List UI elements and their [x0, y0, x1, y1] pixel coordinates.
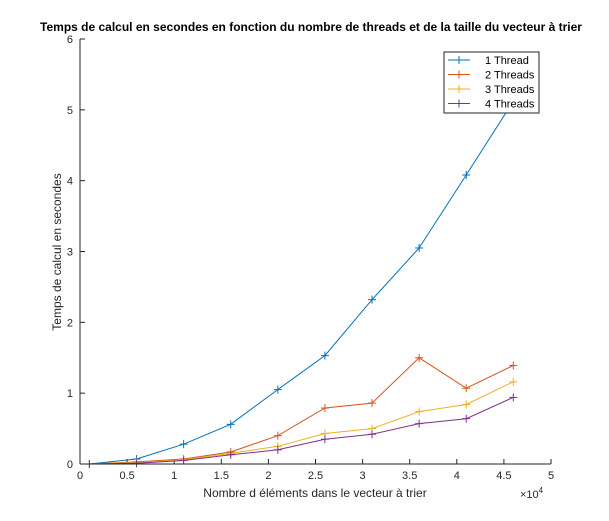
chart-title: Temps de calcul en secondes en fonction …: [40, 20, 582, 34]
data-point: [368, 430, 377, 439]
data-point: [226, 450, 235, 459]
data-point: [462, 400, 471, 409]
series-line: [89, 101, 514, 465]
legend-label: 2 Threads: [485, 70, 535, 82]
legend-label: 1 Thread: [485, 55, 529, 67]
data-point: [320, 351, 329, 360]
x-exponent-base: ×10: [520, 489, 539, 501]
data-point: [179, 440, 188, 449]
data-point: [368, 399, 377, 408]
y-tick-label: 6: [67, 34, 73, 46]
data-point: [415, 353, 424, 362]
x-tick-label: 0.5: [119, 470, 134, 482]
y-tick-label: 3: [67, 247, 73, 259]
data-point: [273, 445, 282, 454]
y-tick-label: 4: [67, 176, 73, 188]
data-point: [415, 419, 424, 428]
series-line: [89, 357, 514, 465]
data-point: [462, 171, 471, 179]
x-axis-title: Nombre d éléments dans le vecteur à trie…: [203, 486, 426, 500]
y-tick-label: 1: [67, 388, 73, 400]
data-point: [415, 243, 424, 252]
data-point: [320, 404, 329, 413]
data-point: [132, 459, 141, 468]
legend-box: [443, 51, 540, 114]
series-layer: [85, 97, 518, 468]
x-tick-label: 0: [77, 470, 83, 482]
legend-label: 4 Threads: [485, 99, 535, 111]
data-point: [226, 420, 235, 429]
x-tick-label: 1.5: [214, 470, 229, 482]
x-tick-label: 3: [360, 470, 366, 482]
data-point: [179, 456, 188, 465]
y-axis-title: Temps de calcul en secondes: [50, 173, 64, 330]
y-tick-label: 2: [67, 317, 73, 329]
data-point: [273, 431, 282, 440]
y-tick-label: 5: [67, 105, 73, 117]
data-point: [415, 407, 424, 416]
x-axis: 0 0.5 1 1.5 2 2.5 3 3.5 4 4.5 5: [77, 459, 554, 482]
x-exponent-power: 4: [539, 486, 544, 495]
data-point: [368, 295, 377, 304]
legend[interactable]: 1 Thread 2 Threads 3 Threads 4 Threads: [443, 51, 540, 114]
x-tick-label: 2.5: [308, 470, 323, 482]
x-exponent-label: ×104: [520, 486, 544, 501]
series-line: [89, 396, 514, 465]
legend-label: 3 Threads: [485, 84, 535, 96]
legend-item[interactable]: 4 Threads: [448, 99, 535, 111]
legend-item[interactable]: 3 Threads: [448, 84, 535, 96]
data-point: [273, 385, 282, 394]
series-line: [89, 381, 514, 465]
legend-item[interactable]: 1 Thread: [448, 55, 529, 67]
y-tick-label: 0: [67, 459, 73, 471]
x-tick-label: 3.5: [402, 470, 417, 482]
x-tick-label: 1: [171, 470, 177, 482]
x-tick-label: 2: [265, 470, 271, 482]
data-point: [509, 377, 518, 386]
data-point: [509, 393, 518, 402]
data-point: [509, 361, 518, 370]
data-point: [462, 414, 471, 423]
legend-item[interactable]: 2 Threads: [448, 70, 535, 82]
x-tick-label: 4.5: [496, 470, 511, 482]
series-1: [85, 97, 518, 468]
data-point: [320, 435, 329, 444]
data-point: [462, 384, 471, 393]
x-tick-label: 4: [454, 470, 460, 482]
x-tick-label: 5: [548, 470, 554, 482]
